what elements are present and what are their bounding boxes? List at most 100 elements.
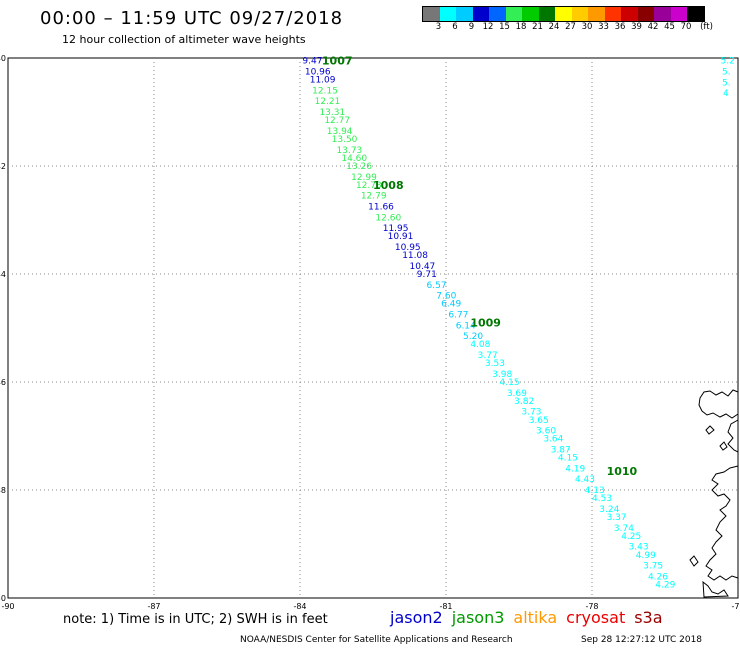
colorbar-swatch bbox=[456, 7, 473, 21]
swh-value: 3.75 bbox=[643, 562, 663, 572]
swh-value: 12.21 bbox=[315, 97, 341, 107]
swh-value: 13.31 bbox=[319, 108, 345, 118]
swh-value: 4.19 bbox=[565, 464, 585, 474]
swh-value-edge: 5.2 bbox=[721, 57, 735, 67]
swh-value: 12.15 bbox=[312, 86, 338, 96]
lon-tick-label: -81 bbox=[439, 602, 452, 611]
lon-tick-label: -75 bbox=[731, 602, 740, 611]
coastline bbox=[702, 580, 729, 598]
swh-value: 3.24 bbox=[599, 505, 619, 515]
colorbar-swatch bbox=[687, 7, 704, 21]
colorbar-swatch bbox=[555, 7, 572, 21]
colorbar-label: 27 bbox=[565, 22, 576, 32]
swh-value: 11.95 bbox=[383, 224, 409, 234]
colorbar-swatch bbox=[621, 7, 638, 21]
satellite-jason3: jason3 bbox=[451, 608, 505, 627]
colorbar-swatch bbox=[538, 7, 555, 21]
swh-value: 3.82 bbox=[514, 397, 534, 407]
colorbar-swatch bbox=[637, 7, 654, 21]
swh-value: 6.77 bbox=[448, 311, 468, 321]
swh-value-edge: 5. bbox=[722, 78, 731, 88]
colorbar-label: 70 bbox=[680, 22, 692, 32]
satellite-legend: jason2 jason3 altika cryosat s3a bbox=[390, 608, 672, 627]
swh-value: 10.91 bbox=[388, 232, 414, 242]
swh-value: 3.37 bbox=[607, 513, 627, 523]
time-label: 1009 bbox=[470, 317, 501, 330]
swh-value: 4.29 bbox=[655, 581, 675, 591]
swh-value: 10.95 bbox=[395, 243, 421, 253]
colorbar-swatch bbox=[505, 7, 522, 21]
colorbar-label: 24 bbox=[548, 22, 560, 32]
swh-value: 4.08 bbox=[470, 340, 490, 350]
colorbar-label: 45 bbox=[664, 22, 675, 32]
coastline bbox=[727, 419, 739, 453]
swh-value: 3.60 bbox=[536, 427, 556, 437]
swh-value: 3.98 bbox=[492, 370, 512, 380]
swh-value: 10.47 bbox=[410, 262, 436, 272]
colorbar-swatch bbox=[489, 7, 506, 21]
swh-value: 3.77 bbox=[478, 351, 498, 361]
colorbar-label: 15 bbox=[499, 22, 510, 32]
swh-value: 13.26 bbox=[346, 162, 372, 172]
colorbar-swatch bbox=[670, 7, 687, 21]
swh-value: 9.71 bbox=[417, 270, 437, 280]
swh-value: 6.49 bbox=[441, 300, 461, 310]
swh-value: 13.94 bbox=[327, 127, 353, 137]
colorbar-label: 21 bbox=[532, 22, 543, 32]
coastline bbox=[705, 465, 739, 581]
swh-value: 3.74 bbox=[614, 524, 634, 534]
swh-value: 3.64 bbox=[543, 435, 563, 445]
swh-value: 3.43 bbox=[629, 543, 649, 553]
colorbar-unit: (ft) bbox=[700, 22, 713, 32]
lon-tick-label: -78 bbox=[585, 602, 598, 611]
colorbar-label: 3 bbox=[435, 22, 442, 32]
colorbar-label: 42 bbox=[647, 22, 659, 32]
colorbar-label: 18 bbox=[515, 22, 527, 32]
swh-value: 4.13 bbox=[585, 486, 605, 496]
swh-value: 3.65 bbox=[529, 416, 549, 426]
swh-value: 11.66 bbox=[368, 203, 394, 213]
swh-value: 4.43 bbox=[575, 475, 595, 485]
colorbar-swatch bbox=[588, 7, 605, 21]
time-label: 1010 bbox=[607, 465, 638, 478]
lon-tick-label: -90 bbox=[1, 602, 14, 611]
credit-line: NOAA/NESDIS Center for Satellite Applica… bbox=[240, 635, 513, 645]
colorbar-label: 39 bbox=[631, 22, 642, 32]
map-frame bbox=[7, 57, 739, 599]
time-label: 1007 bbox=[322, 55, 353, 68]
colorbar-label: 12 bbox=[482, 22, 494, 32]
colorbar-swatch bbox=[439, 7, 456, 21]
swh-value: 3.53 bbox=[485, 359, 505, 369]
satellite-cryosat: cryosat bbox=[566, 608, 626, 627]
colorbar-label: 9 bbox=[468, 22, 475, 32]
colorbar-swatch bbox=[522, 7, 539, 21]
lat-tick-label: -40 bbox=[0, 54, 6, 63]
swh-value: 6.14 bbox=[456, 321, 476, 331]
wave-height-colorbar bbox=[422, 6, 705, 22]
colorbar-label: 36 bbox=[614, 22, 626, 32]
lat-tick-label: -42 bbox=[0, 162, 6, 171]
lon-tick-label: -87 bbox=[147, 602, 160, 611]
satellite-s3a: s3a bbox=[634, 608, 663, 627]
lat-tick-label: -50 bbox=[0, 594, 6, 603]
swh-value: 4.15 bbox=[558, 454, 578, 464]
swh-value-edge: 4 bbox=[723, 89, 729, 99]
colorbar-labels: 3 6 9 12 15 18 21 24 27 30 33 36 39 42 45 70 (ft) bbox=[422, 22, 740, 34]
swh-value: 14.60 bbox=[341, 154, 367, 164]
swh-value: 4.15 bbox=[500, 378, 520, 388]
swh-value: 10.96 bbox=[305, 68, 331, 78]
swh-value: 5.20 bbox=[463, 332, 483, 342]
satellite-altika: altika bbox=[513, 608, 558, 627]
coastline bbox=[705, 425, 715, 435]
lat-tick-label: -46 bbox=[0, 378, 6, 387]
colorbar-swatch bbox=[654, 7, 671, 21]
swh-value: 12.77 bbox=[324, 116, 350, 126]
coastline bbox=[719, 441, 728, 451]
swh-value: 3.73 bbox=[521, 408, 541, 418]
swh-value: 11.09 bbox=[310, 76, 336, 86]
colorbar-swatch bbox=[571, 7, 588, 21]
swh-value: 12.99 bbox=[351, 173, 377, 183]
footnote: note: 1) Time is in UTC; 2) SWH is in fe… bbox=[63, 612, 328, 627]
time-label: 1008 bbox=[373, 179, 404, 192]
